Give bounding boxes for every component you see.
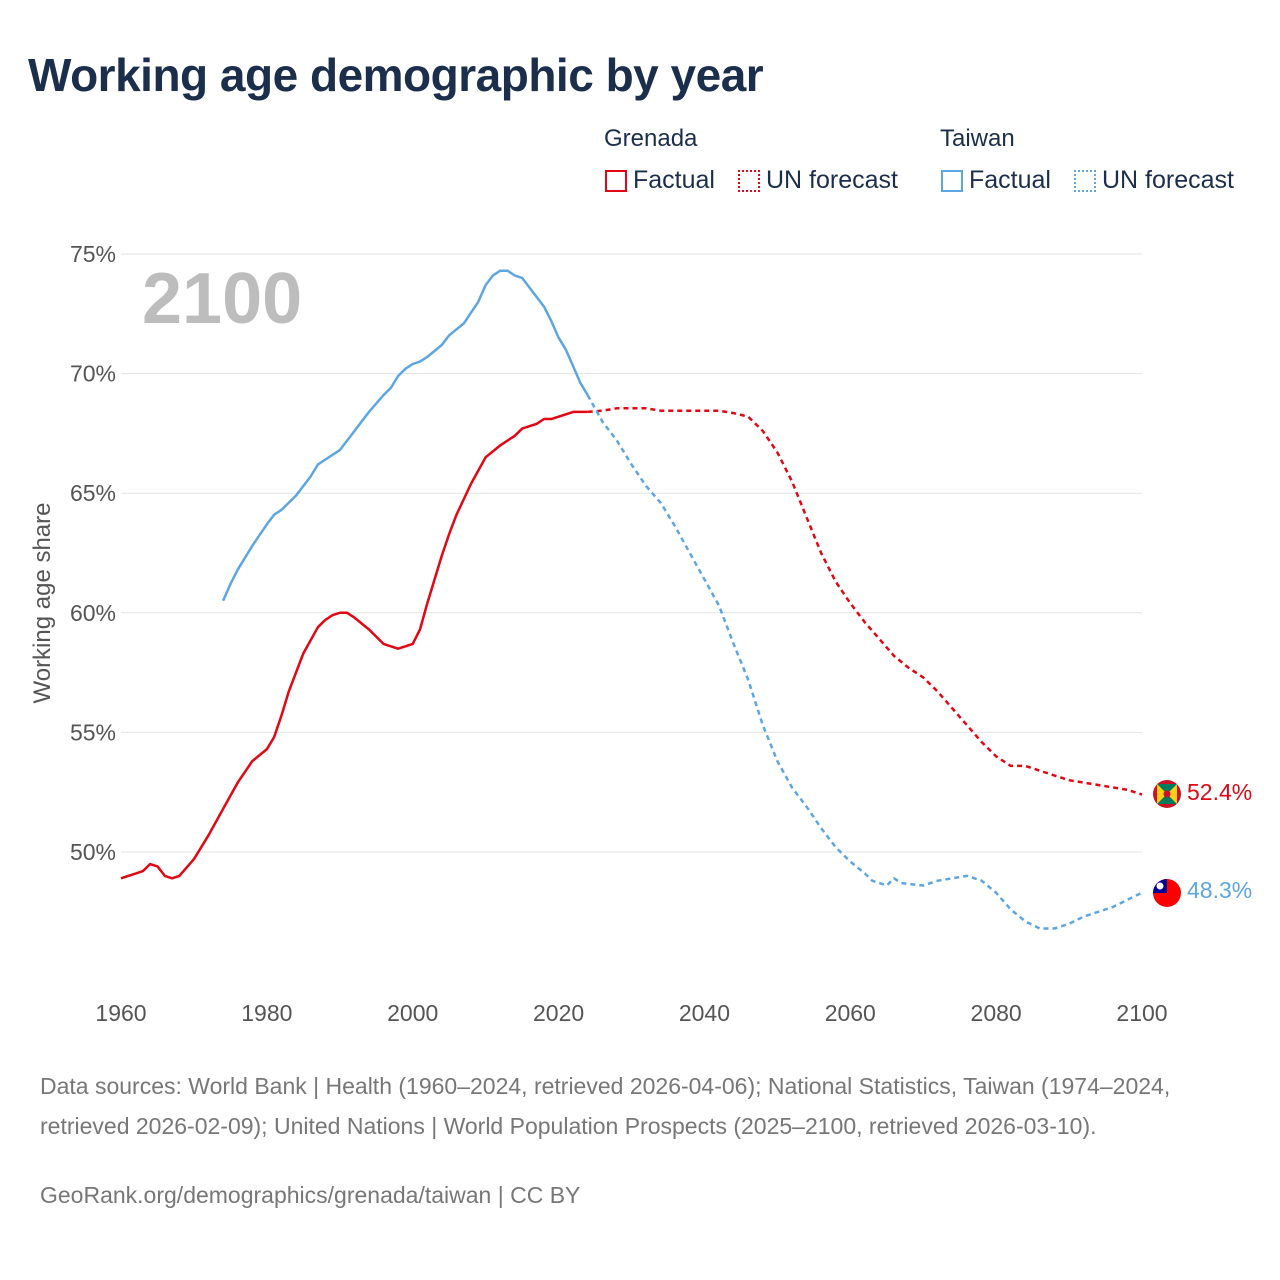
x-tick-label: 2000: [387, 1000, 438, 1026]
taiwan-factual-line[interactable]: [221, 269, 589, 602]
legend-taiwan-forecast[interactable]: UN forecast: [1074, 166, 1234, 195]
legend-taiwan-factual[interactable]: Factual: [941, 166, 1051, 195]
legend-swatch-taiwan-forecast: [1074, 169, 1096, 192]
y-tick-label: 65%: [70, 480, 116, 506]
x-tick-label: 2060: [825, 1000, 876, 1026]
taiwan-forecast-line[interactable]: [586, 394, 1143, 930]
y-tick-label: 55%: [70, 719, 116, 745]
source-link[interactable]: GeoRank.org/demographics/grenada/taiwan …: [40, 1182, 581, 1208]
y-tick-label: 60%: [70, 600, 116, 626]
legend-label-grenada-forecast: UN forecast: [766, 166, 898, 194]
legend-grenada-forecast[interactable]: UN forecast: [738, 166, 898, 195]
legend-grenada-factual[interactable]: Factual: [605, 166, 715, 195]
taiwan-flag-icon: [1153, 879, 1181, 907]
series-lines: [120, 269, 1143, 930]
y-tick-label: 70%: [70, 361, 116, 387]
line-chart: 50% 55% 60% 65% 70% 75% 1960 1980 2000 2020 2040 2…: [29, 241, 1252, 1026]
legend-label-taiwan-factual: Factual: [969, 166, 1051, 194]
data-sources: Data sources: World Bank | Health (1960–…: [40, 1073, 1171, 1139]
legend-title-taiwan: Taiwan: [940, 125, 1015, 152]
y-tick-label: 50%: [70, 839, 116, 865]
year-marker: 2100: [142, 259, 302, 339]
x-tick-label: 1980: [241, 1000, 292, 1026]
legend-label-taiwan-forecast: UN forecast: [1102, 166, 1234, 194]
legend-title-grenada: Grenada: [604, 125, 698, 152]
legend-label-grenada-factual: Factual: [633, 166, 715, 194]
legend-swatch-grenada-forecast: [738, 169, 760, 192]
grenada-factual-line[interactable]: [120, 410, 588, 880]
x-tick-label: 2100: [1116, 1000, 1167, 1026]
end-label-grenada: 52.4%: [1187, 779, 1252, 805]
gridlines: [121, 253, 1142, 853]
x-tick-label: 2020: [533, 1000, 584, 1026]
x-tick-label: 2040: [679, 1000, 730, 1026]
x-tick-label: 2080: [971, 1000, 1022, 1026]
y-tick-label: 75%: [70, 241, 116, 267]
y-axis-ticks: 50% 55% 60% 65% 70% 75%: [70, 241, 116, 865]
legend-swatch-grenada-factual: [605, 169, 627, 192]
grenada-flag-icon: [1153, 780, 1181, 808]
grenada-forecast-line[interactable]: [587, 407, 1143, 796]
y-axis-label: Working age share: [29, 503, 56, 704]
x-tick-label: 1960: [95, 1000, 146, 1026]
chart-title: Working age demographic by year: [28, 49, 764, 101]
x-axis-ticks: 1960 1980 2000 2020 2040 2060 2080 2100: [95, 1000, 1167, 1026]
end-label-taiwan: 48.3%: [1187, 877, 1252, 903]
legend-swatch-taiwan-factual: [941, 169, 963, 192]
